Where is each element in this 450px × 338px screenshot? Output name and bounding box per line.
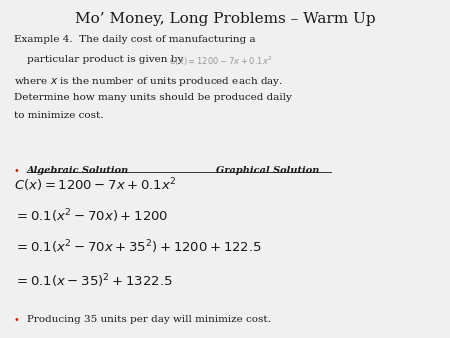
Text: $C(x) = 1200 - 7x + 0.1x^2$: $C(x) = 1200 - 7x + 0.1x^2$ — [169, 55, 272, 69]
Text: Mo’ Money, Long Problems – Warm Up: Mo’ Money, Long Problems – Warm Up — [75, 12, 375, 26]
Text: $= 0.1\left(x^2 - 70x + 35^2\right) + 1200 + 122.5$: $= 0.1\left(x^2 - 70x + 35^2\right) + 12… — [14, 239, 261, 256]
Text: Graphical Solution: Graphical Solution — [216, 166, 320, 175]
Text: •: • — [14, 166, 19, 176]
Text: where $x$ is the number of units produced each day.: where $x$ is the number of units produce… — [14, 75, 283, 88]
Text: to minimize cost.: to minimize cost. — [14, 111, 103, 120]
Text: $C(x) = 1200 - 7x + 0.1x^2$: $C(x) = 1200 - 7x + 0.1x^2$ — [14, 176, 176, 194]
Text: $= 0.1\left(x - 35\right)^2 + 1322.5$: $= 0.1\left(x - 35\right)^2 + 1322.5$ — [14, 273, 172, 290]
Text: Determine how many units should be produced daily: Determine how many units should be produ… — [14, 93, 292, 102]
Text: •: • — [14, 315, 19, 325]
Text: Producing 35 units per day will minimize cost.: Producing 35 units per day will minimize… — [27, 315, 271, 324]
Text: Algebraic Solution: Algebraic Solution — [27, 166, 129, 175]
Text: Example 4.  The daily cost of manufacturing a: Example 4. The daily cost of manufacturi… — [14, 35, 255, 45]
Text: $= 0.1\left(x^2 - 70x\right) + 1200$: $= 0.1\left(x^2 - 70x\right) + 1200$ — [14, 208, 168, 225]
Text: particular product is given by: particular product is given by — [14, 55, 183, 64]
